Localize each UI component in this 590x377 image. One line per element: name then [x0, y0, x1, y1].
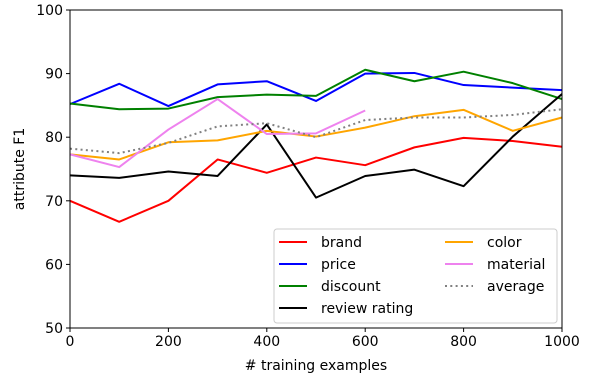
x-axis-label: # training examples: [245, 358, 387, 374]
y-tick-label: 90: [45, 67, 63, 83]
legend-label: brand: [321, 235, 362, 251]
y-tick-label: 70: [45, 194, 63, 210]
x-tick-label: 200: [155, 334, 182, 350]
legend-label: average: [487, 279, 544, 295]
y-tick-label: 60: [45, 257, 63, 273]
x-axis-ticks: 0 200 400 600 800 1000: [66, 328, 580, 350]
x-tick-label: 400: [253, 334, 280, 350]
legend-label: review rating: [321, 301, 413, 317]
x-tick-label: 0: [66, 334, 75, 350]
series-line-material: [69, 98, 366, 169]
x-tick-label: 800: [450, 334, 477, 350]
series-line-brand: [69, 136, 563, 223]
x-tick-label: 1000: [544, 334, 580, 350]
series-line-color: [69, 108, 563, 161]
series-line-discount: [69, 68, 563, 111]
legend: brand price discount review rating color mate…: [273, 228, 558, 324]
y-tick-label: 100: [36, 3, 63, 19]
series-line-review-rating: [69, 93, 563, 199]
legend-label: color: [487, 235, 522, 251]
series-line-average: [69, 108, 563, 155]
x-tick-label: 600: [352, 334, 379, 350]
y-tick-label: 80: [45, 130, 63, 146]
legend-label: discount: [321, 279, 381, 295]
plot-frame: [69, 9, 563, 329]
legend-box: [273, 228, 558, 324]
y-axis-ticks: 50 60 70 80 90 100: [36, 3, 70, 337]
y-tick-label: 50: [45, 321, 63, 337]
y-axis-label: attribute F1: [12, 128, 28, 210]
legend-label: price: [321, 257, 356, 273]
plot-lines: [69, 68, 563, 223]
series-line-price: [69, 71, 563, 108]
legend-label: material: [487, 257, 545, 273]
